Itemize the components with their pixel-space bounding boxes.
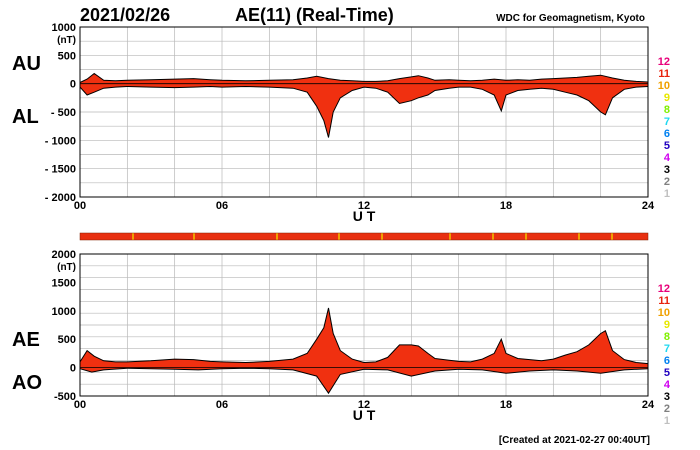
legend-item: 8 bbox=[664, 331, 670, 343]
legend-item: 9 bbox=[664, 92, 670, 104]
legend-item: 3 bbox=[664, 391, 670, 403]
series-lower-line bbox=[79, 367, 649, 395]
y-tick-label: 0 bbox=[70, 79, 76, 91]
activity-area bbox=[80, 308, 648, 394]
source-label: WDC for Geomagnetism, Kyoto bbox=[496, 13, 645, 24]
plot-frame bbox=[79, 253, 649, 397]
series-upper-line bbox=[79, 307, 649, 365]
series-upper-line bbox=[79, 72, 649, 83]
y-tick-label: 1000 bbox=[52, 22, 76, 34]
x-tick-label: 00 bbox=[74, 200, 86, 212]
legend-item: 4 bbox=[664, 379, 671, 391]
x-tick-label: 18 bbox=[500, 200, 512, 212]
status-strip-accent bbox=[193, 233, 195, 240]
activity-area bbox=[80, 73, 648, 138]
status-strip bbox=[79, 232, 649, 241]
y-tick-label: - 500 bbox=[51, 107, 76, 119]
created-timestamp: [Created at 2021-02-27 00:40UT] bbox=[499, 435, 650, 446]
x-axis-label: U T bbox=[353, 407, 376, 423]
x-tick-label: 06 bbox=[216, 399, 228, 411]
status-strip-accent bbox=[449, 233, 451, 240]
status-strip-accent bbox=[492, 233, 494, 240]
chart-title: AE(11) (Real-Time) bbox=[235, 5, 394, 25]
y-tick-label: - 2000 bbox=[45, 192, 76, 204]
legend-item: 4 bbox=[664, 152, 671, 164]
legend-item: 7 bbox=[664, 116, 670, 128]
status-strip-accent bbox=[611, 233, 613, 240]
al-label: AL bbox=[12, 106, 39, 128]
legend-item: 7 bbox=[664, 343, 670, 355]
y-unit-label: (nT) bbox=[57, 262, 76, 273]
status-strip-accent bbox=[381, 233, 383, 240]
status-strip-bar bbox=[80, 233, 648, 240]
x-tick-label: 12 bbox=[358, 200, 370, 212]
status-strip-frame bbox=[79, 232, 649, 241]
x-tick-label: 18 bbox=[500, 399, 512, 411]
au-al-panel: 1000 500 0 - 500 - 1000 - 1500 - 2000 (nT) 00 06 1… bbox=[45, 22, 655, 224]
plot-frame bbox=[79, 26, 649, 198]
y-tick-label: - 1000 bbox=[45, 135, 76, 147]
y-tick-label: 500 bbox=[58, 50, 76, 62]
legend-item: 5 bbox=[664, 140, 670, 152]
x-tick-label: 24 bbox=[642, 399, 655, 411]
legend-item: 2 bbox=[664, 403, 670, 415]
x-tick-label: 24 bbox=[642, 200, 655, 212]
legend-item: 6 bbox=[664, 128, 670, 140]
legend-item: 8 bbox=[664, 104, 670, 116]
legend-item: 6 bbox=[664, 355, 670, 367]
ae-label: AE bbox=[12, 329, 40, 351]
x-tick-label: 00 bbox=[74, 399, 86, 411]
y-tick-label: 1500 bbox=[52, 277, 76, 289]
x-tick-label: 06 bbox=[216, 200, 228, 212]
y-tick-label: 2000 bbox=[52, 249, 76, 261]
y-tick-label: 0 bbox=[70, 363, 76, 375]
status-strip-accent bbox=[276, 233, 278, 240]
status-strip-accent bbox=[132, 233, 134, 240]
legend-item: 2 bbox=[664, 176, 670, 188]
x-tick-label: 12 bbox=[358, 399, 370, 411]
legend-item: 1 bbox=[664, 188, 670, 200]
legend-item: 10 bbox=[658, 307, 670, 319]
legend-item: 3 bbox=[664, 164, 670, 176]
legend-item: 12 bbox=[658, 56, 670, 68]
legend-item: 1 bbox=[664, 415, 670, 427]
legend-item: 5 bbox=[664, 367, 670, 379]
y-unit-label: (nT) bbox=[57, 35, 76, 46]
legend-item: 11 bbox=[658, 68, 670, 80]
x-axis-label: U T bbox=[353, 208, 376, 224]
series-lower-line bbox=[79, 85, 649, 138]
legend-item: 12 bbox=[658, 283, 670, 295]
au-label: AU bbox=[12, 53, 41, 75]
y-tick-label: 500 bbox=[58, 334, 76, 346]
ao-label: AO bbox=[12, 372, 42, 394]
legend-item: 11 bbox=[658, 295, 670, 307]
legend-item: 9 bbox=[664, 319, 670, 331]
status-strip-accent bbox=[525, 233, 527, 240]
y-tick-label: -500 bbox=[54, 391, 76, 403]
legend-item: 10 bbox=[658, 80, 670, 92]
date-label: 2021/02/26 bbox=[80, 5, 170, 25]
status-strip-accent bbox=[338, 233, 340, 240]
y-tick-label: - 1500 bbox=[45, 164, 76, 176]
ae-ao-panel: 2000 1500 1000 500 0 -500 (nT) 00 06 12 18 24 U T bbox=[52, 249, 655, 423]
y-tick-label: 1000 bbox=[52, 306, 76, 318]
status-strip-accent bbox=[578, 233, 580, 240]
